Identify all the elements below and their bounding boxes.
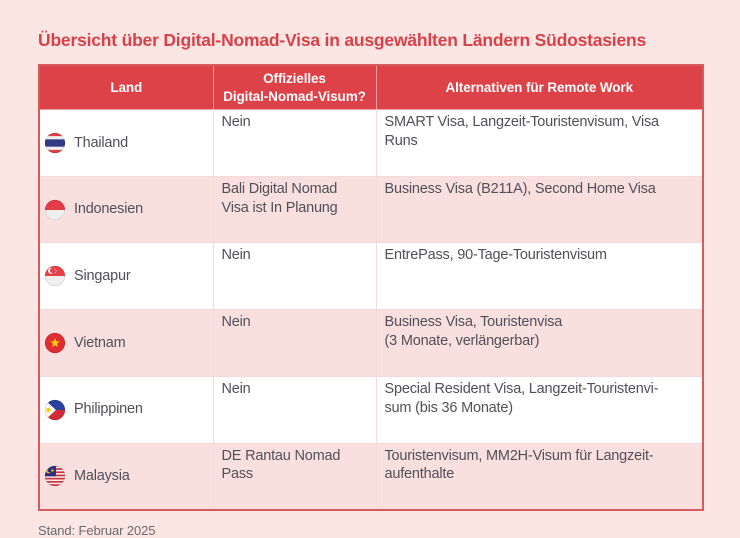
malaysia-flag-icon [44, 466, 66, 487]
official-visa-cell: DE Rantau Nomad Pass [212, 442, 377, 511]
table-row-indonesien: Indonesien Bali Digital Nomad Visa ist I… [38, 175, 704, 244]
singapore-flag-icon [44, 266, 66, 287]
country-label: Vietnam [74, 334, 126, 351]
table-header: Land Offizielles Digital-Nomad-Visum? Al… [38, 64, 704, 111]
official-visa-cell: Bali Digital Nomad Visa ist In Planung [212, 175, 377, 244]
thailand-flag-icon [44, 132, 66, 154]
philippines-flag-icon [44, 399, 66, 420]
visa-table: Land Offizielles Digital-Nomad-Visum? Al… [38, 64, 704, 512]
header-land: Land [38, 64, 214, 111]
alternatives-cell: Touristenvisum, MM2H-Visum für Langzeit-… [375, 442, 704, 511]
vietnam-flag-icon [44, 332, 66, 354]
country-label: Philippinen [74, 401, 143, 418]
country-cell: Malaysia [38, 442, 214, 511]
indonesia-flag-icon [44, 199, 66, 220]
country-label: Malaysia [74, 467, 130, 484]
country-cell: Indonesien [38, 175, 214, 244]
country-cell: Vietnam [38, 309, 214, 377]
country-cell: Philippinen [38, 375, 214, 444]
status-note: Stand: Februar 2025 [38, 523, 156, 538]
country-label: Indonesien [74, 201, 143, 218]
alternatives-cell: Special Resident Visa, Langzeit-Touriste… [375, 375, 704, 444]
alternatives-cell: SMART Visa, Langzeit-Touristenvisum, Vis… [375, 109, 704, 177]
table-row-vietnam: Vietnam Nein Business Visa, Touristenvis… [38, 309, 704, 377]
alternatives-cell: Business Visa, Touristenvisa (3 Monate, … [375, 309, 704, 377]
official-visa-cell: Nein [212, 309, 377, 377]
official-visa-cell: Nein [212, 109, 377, 177]
official-visa-cell: Nein [212, 242, 377, 311]
table-row-philippinen: Philippinen Nein Special Resident Visa, … [38, 375, 704, 444]
table-header-row: Land Offizielles Digital-Nomad-Visum? Al… [38, 64, 704, 111]
official-visa-cell: Nein [212, 375, 377, 444]
table-row-malaysia: Malaysia DE Rantau Nomad Pass Touristenv… [38, 442, 704, 511]
alternatives-cell: EntrePass, 90-Tage-Touristenvisum [375, 242, 704, 311]
country-cell: Singapur [38, 242, 214, 311]
country-label: Singapur [74, 267, 131, 284]
alternatives-cell: Business Visa (B211A), Second Home Visa [375, 175, 704, 244]
header-alternatives: Alternativen für Remote Work [375, 64, 704, 111]
country-label: Thailand [74, 134, 129, 151]
page-title: Übersicht über Digital-Nomad-Visa in aus… [38, 30, 647, 50]
table-row-singapur: Singapur Nein EntrePass, 90-Tage-Tourist… [38, 242, 704, 311]
table-row-thailand: Thailand Nein SMART Visa, Langzeit-Touri… [38, 109, 704, 177]
country-cell: Thailand [38, 109, 214, 177]
header-official-visa: Offizielles Digital-Nomad-Visum? [212, 64, 377, 111]
